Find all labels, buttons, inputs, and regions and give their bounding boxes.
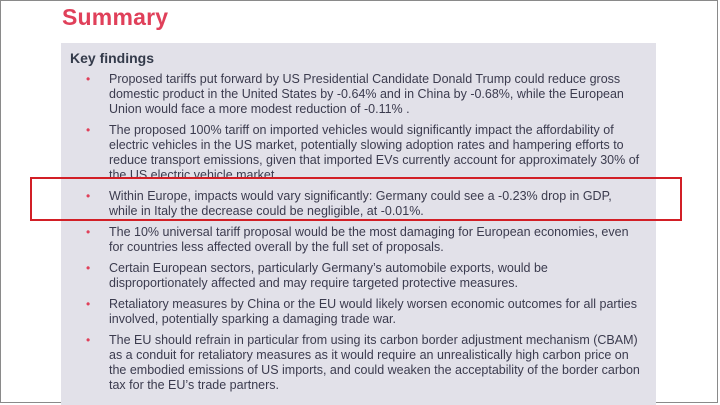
finding-item: • Within Europe, impacts would vary signi… [61, 189, 656, 219]
finding-text: Proposed tariffs put forward by US Presi… [109, 72, 624, 116]
finding-text: The EU should refrain in particular from… [109, 333, 640, 392]
finding-item: • Retaliatory measures by China or the EU… [61, 297, 656, 327]
findings-list: • Proposed tariffs put forward by US Pres… [61, 72, 656, 399]
bullet-icon: • [86, 297, 91, 311]
key-findings-panel: Key findings • Proposed tariffs put forwa… [61, 43, 656, 405]
bullet-icon: • [86, 261, 91, 275]
page-title: Summary [62, 4, 169, 30]
bullet-icon: • [86, 189, 91, 203]
finding-item: • The 10% universal tariff proposal would… [61, 225, 656, 255]
section-heading: Key findings [70, 50, 155, 66]
bullet-icon: • [86, 123, 91, 137]
finding-text: The proposed 100% tariff on imported veh… [109, 123, 640, 182]
bullet-icon: • [86, 333, 91, 347]
finding-text: Within Europe, impacts would vary signif… [109, 189, 612, 218]
finding-text: The 10% universal tariff proposal would … [109, 225, 629, 254]
finding-text: Certain European sectors, particularly G… [109, 261, 548, 290]
highlight-box [30, 177, 682, 221]
finding-item: • The EU should refrain in particular fro… [61, 333, 656, 393]
bullet-icon: • [86, 72, 91, 86]
finding-item: • The proposed 100% tariff on imported ve… [61, 123, 656, 183]
finding-item: • Proposed tariffs put forward by US Pres… [61, 72, 656, 117]
finding-text: Retaliatory measures by China or the EU … [109, 297, 638, 326]
finding-item: • Certain European sectors, particularly … [61, 261, 656, 291]
bullet-icon: • [86, 225, 91, 239]
